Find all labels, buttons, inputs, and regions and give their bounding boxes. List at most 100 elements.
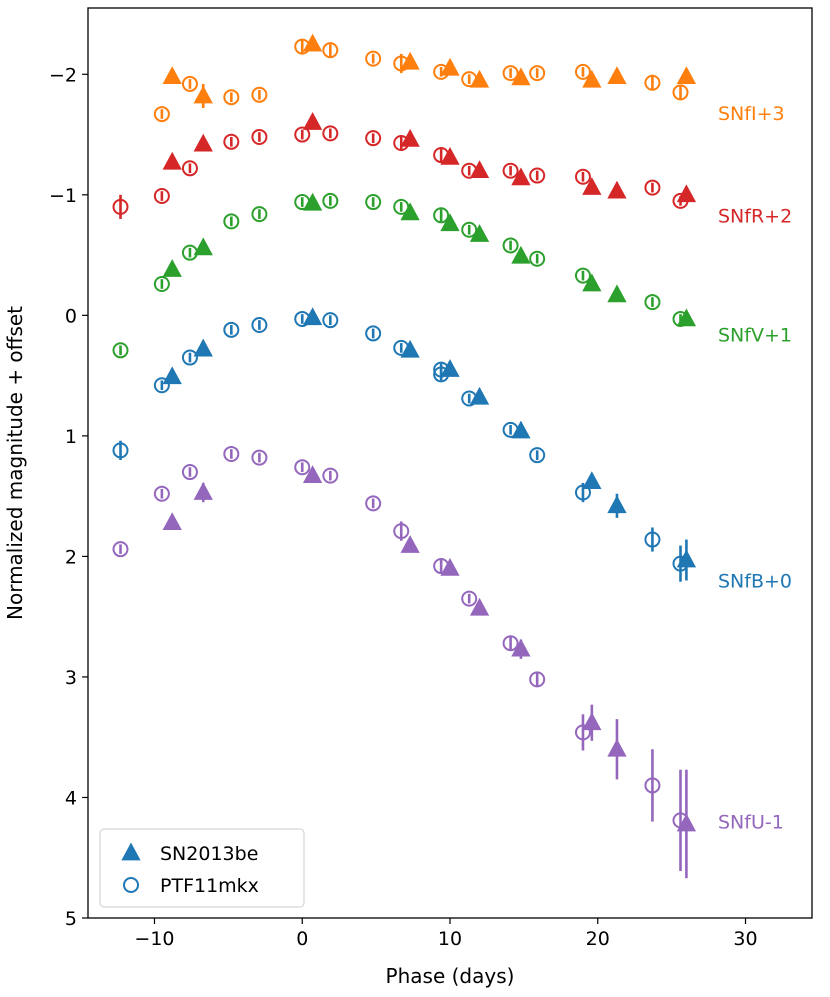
sn2013be-point xyxy=(400,128,420,147)
ptf11mkx-point xyxy=(112,541,129,558)
ptf11mkx-point xyxy=(644,777,661,794)
ptf11mkx-point xyxy=(251,86,268,103)
ptf11mkx-point xyxy=(181,464,198,481)
ptf11mkx-point xyxy=(365,194,382,211)
sn2013be-point xyxy=(676,184,697,203)
y-tick-label: 3 xyxy=(65,667,77,689)
sn2013be-point xyxy=(302,112,323,130)
ptf11mkx-point xyxy=(294,459,311,476)
ptf11mkx-point xyxy=(461,221,478,238)
ptf11mkx-point xyxy=(644,179,661,196)
legend-entry-label: PTF11mkx xyxy=(160,875,259,897)
sn2013be-point xyxy=(162,512,182,531)
sn2013be-point xyxy=(511,638,531,657)
ptf11mkx-point xyxy=(153,106,170,123)
x-tick-label: 0 xyxy=(296,928,308,950)
sn2013be-point xyxy=(440,213,460,232)
band-series xyxy=(112,307,697,582)
sn2013be-point xyxy=(607,495,627,514)
band-label: SNfR+2 xyxy=(718,205,792,227)
ptf11mkx-point xyxy=(529,65,546,82)
ptf11mkx-point xyxy=(433,207,450,224)
sn2013be-point xyxy=(607,66,627,85)
band-series xyxy=(112,112,697,219)
ptf11mkx-point xyxy=(223,213,240,230)
ptf11mkx-point xyxy=(502,65,519,82)
ptf11mkx-point xyxy=(529,167,546,184)
sn2013be-point xyxy=(400,202,420,221)
sn2013be-point xyxy=(302,192,323,211)
sn2013be-point xyxy=(193,338,213,357)
ptf11mkx-point xyxy=(112,342,129,359)
sn2013be-point xyxy=(511,67,531,86)
ptf11mkx-point xyxy=(502,635,519,652)
ptf11mkx-point xyxy=(574,168,591,185)
y-tick-label: 4 xyxy=(65,787,77,809)
x-tick-label: 30 xyxy=(733,928,757,950)
band-series xyxy=(112,192,697,359)
ptf11mkx-point xyxy=(574,724,591,741)
x-axis-label: Phase (days) xyxy=(386,964,515,988)
ptf11mkx-point xyxy=(251,206,268,223)
x-tick-label: 10 xyxy=(438,928,462,950)
sn2013be-point xyxy=(511,420,531,439)
ptf11mkx-point xyxy=(644,74,661,91)
ptf11mkx-point xyxy=(153,377,170,394)
sn2013be-point xyxy=(162,259,182,277)
sn2013be-point xyxy=(469,224,490,242)
ptf11mkx-point xyxy=(322,467,339,484)
ptf11mkx-point xyxy=(365,50,382,67)
sn2013be-point xyxy=(193,133,213,152)
legend-triangle-icon xyxy=(121,842,141,861)
ptf11mkx-point xyxy=(365,130,382,147)
sn2013be-point xyxy=(400,339,420,358)
ptf11mkx-point xyxy=(181,75,198,92)
ptf11mkx-point xyxy=(251,449,268,466)
sn2013be-point xyxy=(469,386,490,405)
x-tick-label: −10 xyxy=(134,928,174,950)
y-tick-label: 2 xyxy=(65,546,77,568)
sn2013be-point xyxy=(440,146,460,165)
sn2013be-point xyxy=(162,151,182,170)
ptf11mkx-point xyxy=(112,198,129,215)
ptf11mkx-point xyxy=(574,267,591,284)
sn2013be-point xyxy=(676,813,697,832)
ptf11mkx-point xyxy=(322,312,339,329)
ptf11mkx-point xyxy=(251,128,268,145)
sn2013be-point xyxy=(440,57,460,76)
sn2013be-point xyxy=(440,557,460,576)
sn2013be-point xyxy=(193,482,213,500)
ptf11mkx-point xyxy=(393,523,410,540)
sn2013be-point xyxy=(469,597,490,616)
ptf11mkx-point xyxy=(181,349,198,366)
ptf11mkx-point xyxy=(251,316,268,333)
ptf11mkx-point xyxy=(223,321,240,338)
ptf11mkx-point xyxy=(574,63,591,80)
sn2013be-point xyxy=(676,66,697,85)
ptf11mkx-point xyxy=(322,42,339,59)
legend-entry-label: SN2013be xyxy=(160,843,258,865)
ptf11mkx-point xyxy=(461,590,478,607)
band-label: SNfB+0 xyxy=(718,571,792,593)
sn2013be-point xyxy=(302,33,323,52)
sn2013be-point xyxy=(440,359,460,377)
sn2013be-point xyxy=(302,307,323,326)
plot-area xyxy=(87,7,813,919)
legend: SN2013be PTF11mkx xyxy=(99,828,305,908)
band-series xyxy=(112,445,697,879)
sn2013be-point xyxy=(582,177,602,195)
ptf11mkx-point xyxy=(672,84,689,101)
sn2013be-point xyxy=(582,471,602,490)
band-label: SNfU-1 xyxy=(718,812,784,834)
sn2013be-point xyxy=(582,69,602,88)
ptf11mkx-point xyxy=(365,495,382,512)
y-tick-label: 1 xyxy=(65,426,77,448)
y-tick-label: 0 xyxy=(65,305,77,327)
sn2013be-point xyxy=(582,273,602,292)
sn2013be-point xyxy=(676,549,697,568)
ptf11mkx-point xyxy=(644,294,661,311)
ptf11mkx-point xyxy=(322,125,339,142)
band-labels: SNfI+3 SNfR+2 SNfV+1 SNfB+0 SNfU-1 xyxy=(718,103,792,834)
sn2013be-point xyxy=(162,366,182,385)
